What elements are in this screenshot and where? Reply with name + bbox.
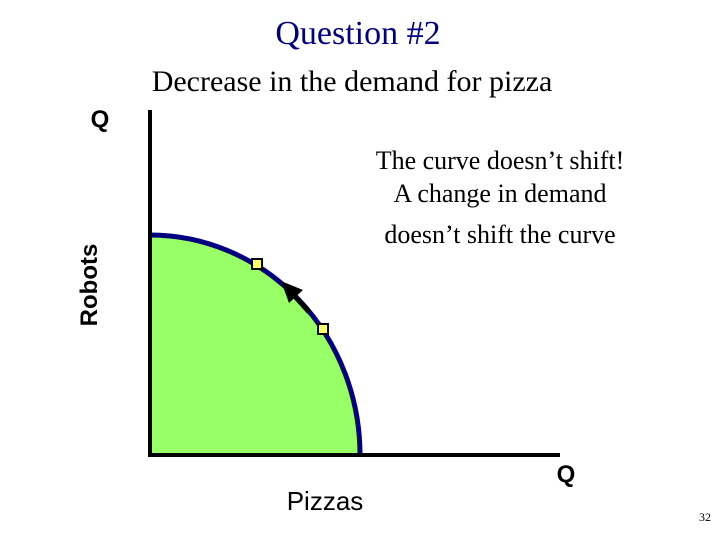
annotation-line: A change in demand xyxy=(394,179,607,208)
title: Question #2 xyxy=(275,15,440,52)
annotation-line: The curve doesn’t shift! xyxy=(376,146,625,175)
ppf-area xyxy=(150,235,360,455)
x-axis-symbol: Q xyxy=(557,461,576,488)
subtitle: Decrease in the demand for pizza xyxy=(152,65,553,98)
point xyxy=(251,258,263,270)
slide-number: 32 xyxy=(699,510,711,524)
x-axis-label: Pizzas xyxy=(287,486,364,516)
annotation-line: doesn’t shift the curve xyxy=(384,220,615,249)
y-axis-symbol: Q xyxy=(91,106,110,133)
y-axis-label: Robots xyxy=(76,244,103,327)
arrow xyxy=(281,281,311,314)
point xyxy=(317,323,329,335)
